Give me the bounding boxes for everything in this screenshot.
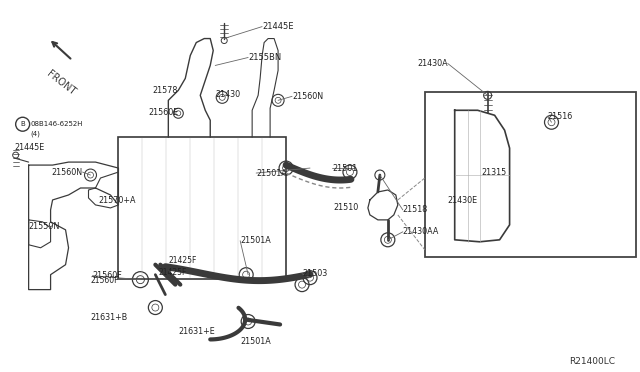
Text: 21501A: 21501A [240,236,271,245]
Text: 21430E: 21430E [448,196,478,205]
Text: 21501A: 21501A [240,337,271,346]
Text: B: B [20,121,25,127]
Text: 21501: 21501 [332,164,357,173]
Text: 21445E: 21445E [262,22,294,31]
Text: 21560F: 21560F [90,276,119,285]
Text: 21501A: 21501A [256,169,287,177]
Text: 21425F: 21425F [158,268,187,277]
Text: 21430A: 21430A [417,59,448,68]
Text: 21516: 21516 [547,112,573,121]
Text: FRONT: FRONT [44,68,77,97]
Text: 21560F: 21560F [93,271,122,280]
Bar [118,137,286,279]
Text: 21445E: 21445E [15,143,45,152]
Text: 08B146-6252H: 08B146-6252H [31,121,83,127]
Text: 21578: 21578 [152,86,178,95]
Text: R21400LC: R21400LC [570,357,616,366]
Text: 21430AA: 21430AA [403,227,439,236]
Bar [425,92,636,257]
Text: 21570+A: 21570+A [99,196,136,205]
Text: (4): (4) [31,130,40,137]
Text: 21430: 21430 [215,90,241,99]
Text: 21560E: 21560E [148,108,179,117]
Text: 21560N: 21560N [51,167,83,177]
Text: 21425F: 21425F [168,256,196,265]
Text: 21518: 21518 [403,205,428,214]
Text: 21510: 21510 [333,203,358,212]
Text: 21315: 21315 [482,168,507,177]
Text: 21503: 21503 [302,269,327,278]
Text: 21631+B: 21631+B [90,312,128,321]
Text: 21560N: 21560N [292,92,323,101]
Text: 21559N: 21559N [29,222,60,231]
Text: 2155BN: 2155BN [248,53,282,62]
Text: 21631+E: 21631+E [179,327,215,336]
